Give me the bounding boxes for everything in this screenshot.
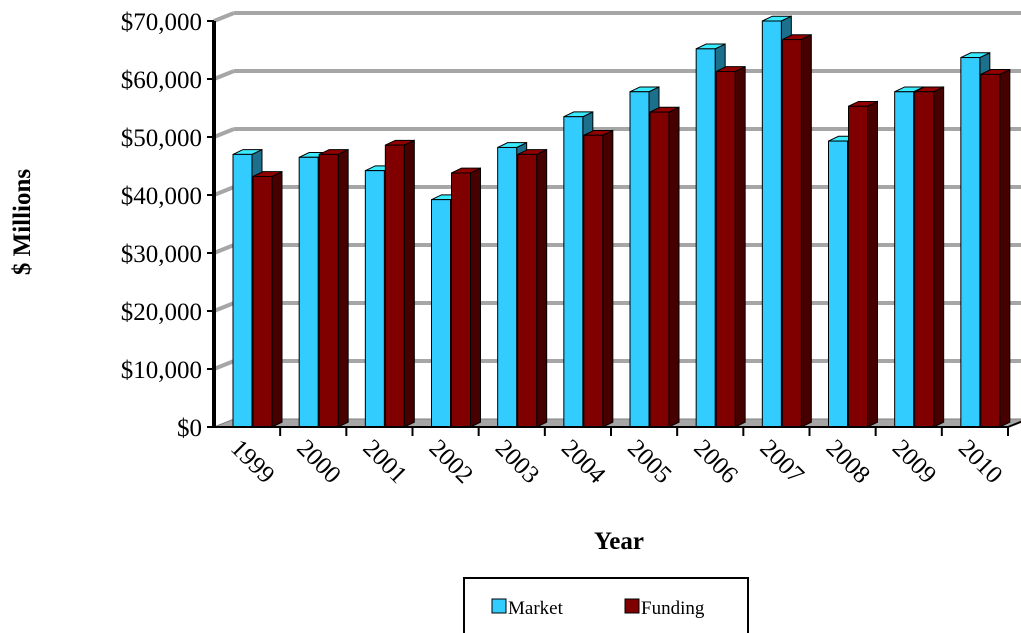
bar-front [298,156,319,428]
x-tick-label: 2007 [754,434,808,488]
bar-front [914,91,935,428]
bar-funding-2010 [980,68,1011,428]
bar-funding-2005 [649,106,680,428]
bar-front [649,111,670,428]
y-tick-label: $10,000 [121,357,202,384]
bar-funding-2002 [451,167,481,428]
gridline-depth [213,69,235,81]
bar-side [470,167,481,428]
bar-funding-2000 [318,148,349,428]
bar-front [781,39,802,428]
bar-funding-2009 [914,86,945,428]
y-tick-label: $50,000 [121,125,202,152]
bar-front [563,116,584,428]
bar-side [271,170,283,428]
x-tick-label: 2002 [424,434,478,488]
bar-side [933,86,945,428]
bar-side [800,33,812,428]
bar-front [517,153,538,428]
bar-side [734,65,746,428]
bar-side [337,148,349,428]
bar-front [828,140,848,428]
y-tick-label: $30,000 [121,241,202,268]
bar-front [384,144,405,428]
gridline-depth [213,243,235,255]
bar-front [695,48,716,428]
bar-funding-2006 [715,65,746,428]
legend-box [463,577,749,633]
bar-funding-2003 [517,148,548,428]
bars [232,15,1011,428]
gridline-depth [213,11,235,23]
x-tick-label: 2006 [688,434,742,488]
y-tick-label: $40,000 [121,183,202,210]
bar-front [252,175,273,428]
legend-label-funding: Funding [641,598,705,619]
bar-front [497,146,518,428]
y-tick-label: $0 [177,415,202,442]
bar-front [761,20,782,428]
bar-funding-2004 [583,129,614,428]
gridline-depth [213,185,235,197]
gridline-depth [213,301,235,313]
bar-front [364,170,385,428]
bar-side [867,100,878,428]
bar-side [999,68,1011,428]
bar-front [629,91,650,428]
x-tick-label: 2008 [821,434,875,488]
y-tick-label: $70,000 [121,9,202,36]
x-tick-label: 2005 [622,434,676,488]
x-tick-label: 2004 [556,434,611,489]
bar-funding-1999 [252,170,283,428]
x-axis-depth-line [1007,420,1021,428]
x-tick-label: 2000 [291,434,345,488]
bar-front [960,57,981,428]
bar-side [668,106,680,428]
bar-front [980,73,1001,428]
bar-funding-2001 [384,139,415,428]
axes [207,20,1021,436]
bar-front [318,153,339,428]
bar-side [602,129,614,428]
bar-funding-2008 [848,100,878,428]
x-tick-label: 1999 [225,434,279,488]
y-tick-label: $60,000 [121,67,202,94]
gridline-depth [213,127,235,139]
legend: Market Funding [463,577,749,633]
bar-front [451,172,471,428]
y-axis-title: $ Millions [9,169,36,276]
bar-side [536,148,548,428]
x-axis-title: Year [594,528,644,555]
legend-swatch-funding [624,598,640,614]
bar-front [583,134,604,428]
bar-front [715,70,736,428]
x-tick-label: 2010 [953,434,1007,488]
legend-swatch-market [491,598,507,614]
x-tick-label: 2009 [887,434,941,488]
x-tick-label: 2003 [490,434,544,488]
y-tick-label: $20,000 [121,299,202,326]
bar-front [232,153,253,428]
bar-front [848,105,868,428]
bar-side [403,139,415,428]
x-tick-labels: 1999 2000 2001 2002 2003 2004 2005 2006 2007 2008… [225,434,1007,489]
bar-front [894,91,915,428]
gridline-depth [213,359,235,371]
bar-funding-2007 [781,33,812,428]
x-tick-label: 2001 [357,434,411,488]
bar-front [431,199,451,428]
legend-label-market: Market [508,598,564,619]
y-tick-labels: $0 $10,000 $20,000 $30,000 $40,000 $50,000 $60… [121,9,202,442]
